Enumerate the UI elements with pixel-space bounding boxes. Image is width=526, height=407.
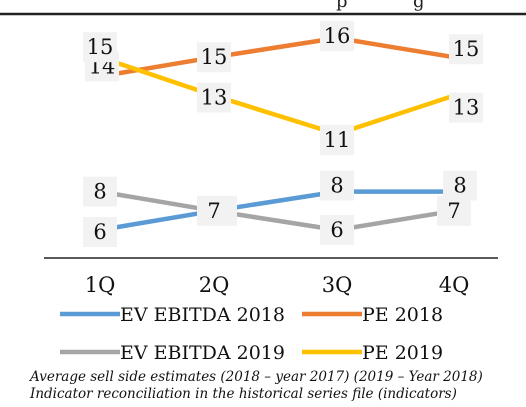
data-label-box [449, 34, 483, 65]
data-label-text: 13 [453, 96, 480, 120]
title-fragment: p [336, 0, 348, 12]
data-label-text: 16 [324, 24, 351, 48]
legend-label: EV EBITDA 2019 [120, 342, 285, 364]
data-label: 16 [320, 21, 354, 51]
data-label: 11 [320, 125, 354, 155]
data-label-text: 7 [447, 199, 460, 223]
data-label-text: 8 [93, 180, 106, 204]
data-label: 15 [449, 34, 483, 65]
data-label-box [320, 170, 354, 201]
data-label: 15 [83, 32, 117, 63]
x-tick-label: 3Q [322, 273, 353, 297]
data-label-text: 13 [201, 86, 228, 110]
x-axis-ticks: 1Q 2Q 3Q 4Q [85, 273, 470, 297]
data-label: 15 [197, 42, 231, 73]
data-label-box [197, 82, 231, 113]
series-lines [99, 35, 455, 233]
data-label-box [320, 215, 354, 245]
x-tick-label: 4Q [439, 273, 470, 297]
x-tick-label: 2Q [199, 273, 230, 297]
footnote-2: Indicator reconciliation in the historic… [29, 386, 457, 402]
data-label: 7 [197, 195, 231, 226]
legend-item: PE 2019 [302, 342, 443, 364]
data-label-text: 7 [207, 199, 220, 223]
series-line-2 [99, 189, 455, 233]
data-label-box [443, 170, 477, 201]
data-label-text: 8 [453, 174, 466, 198]
data-label-text: 15 [201, 45, 228, 69]
data-label: 8 [83, 176, 117, 207]
data-label-box [320, 21, 354, 51]
data-label-box [83, 217, 117, 247]
data-label-box [320, 125, 354, 155]
data-label-text: 6 [93, 220, 106, 244]
legend-label: PE 2019 [362, 342, 443, 364]
data-label-text: 6 [330, 218, 343, 242]
legend-label: EV EBITDA 2018 [120, 304, 285, 326]
data-label: 6 [83, 217, 117, 247]
data-label: 8 [443, 170, 477, 201]
data-label-box [197, 195, 231, 226]
series-line-0 [99, 189, 454, 233]
data-label-box [83, 176, 117, 207]
series-line-1 [99, 35, 455, 79]
x-tick-label: 1Q [85, 273, 116, 297]
data-labels: 678814151615876715131113 [83, 21, 483, 247]
data-label: 6 [320, 215, 354, 245]
data-label-box [83, 32, 117, 63]
legend-label: PE 2018 [362, 304, 443, 326]
data-label: 13 [197, 82, 231, 113]
legend-item: EV EBITDA 2018 [60, 304, 285, 326]
data-label-text: 8 [330, 174, 343, 198]
data-label-box [437, 195, 471, 226]
data-label: 13 [449, 92, 483, 123]
legend-item: EV EBITDA 2019 [60, 342, 285, 364]
title-fragment-2: g [413, 0, 425, 12]
data-label: 8 [320, 170, 354, 201]
data-label-text: 15 [453, 37, 480, 61]
data-label-text: 11 [324, 128, 351, 152]
series-line-3 [99, 55, 455, 137]
data-label-text: 15 [87, 35, 114, 59]
legend: EV EBITDA 2018 PE 2018 EV EBITDA 2019 PE 20… [60, 304, 443, 364]
data-label-box [197, 42, 231, 73]
data-label: 7 [437, 195, 471, 226]
data-label-box [449, 92, 483, 123]
footnote-1: Average sell side estimates (2018 – year… [28, 369, 483, 385]
legend-item: PE 2018 [302, 304, 443, 326]
